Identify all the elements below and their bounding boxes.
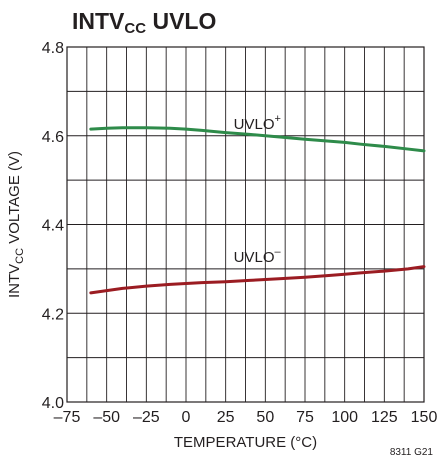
x-tick-label: –75 <box>54 409 81 426</box>
series-layer <box>89 126 426 295</box>
x-tick-labels: –75 –50 –25 0 25 50 75 100 125 150 <box>54 409 438 426</box>
x-tick-label: 0 <box>182 409 191 426</box>
y-tick-label: 4.6 <box>42 129 64 146</box>
x-tick-label: 100 <box>331 409 358 426</box>
y-tick-labels: 4.0 4.2 4.4 4.6 4.8 <box>42 40 64 412</box>
y-axis-title: INTVCC VOLTAGE (V) <box>6 151 26 298</box>
x-axis-title: TEMPERATURE (°C) <box>174 434 317 451</box>
y-tick-label: 4.8 <box>42 40 64 57</box>
x-tick-label: –25 <box>133 409 160 426</box>
x-tick-label: 75 <box>296 409 314 426</box>
y-tick-label: 4.2 <box>42 306 64 323</box>
grid <box>67 47 424 402</box>
figure-id: 8311 G21 <box>390 447 434 458</box>
y-tick-label: 4.4 <box>42 218 64 235</box>
series-labels: UVLO+ UVLO– <box>234 113 282 266</box>
series-line-uvlo-plus <box>89 126 426 153</box>
x-tick-label: 150 <box>411 409 438 426</box>
x-tick-label: 50 <box>256 409 274 426</box>
x-tick-label: 125 <box>371 409 398 426</box>
chart-title: INTVCC UVLO <box>72 8 217 37</box>
plot-frame <box>66 46 425 403</box>
x-tick-label: –50 <box>93 409 120 426</box>
y-tick-label: 4.0 <box>42 395 64 412</box>
series-label-uvlo-minus: UVLO– <box>234 246 282 266</box>
series-line-uvlo-minus <box>89 265 426 295</box>
series-label-uvlo-plus: UVLO+ <box>234 113 281 133</box>
x-tick-label: 25 <box>217 409 235 426</box>
